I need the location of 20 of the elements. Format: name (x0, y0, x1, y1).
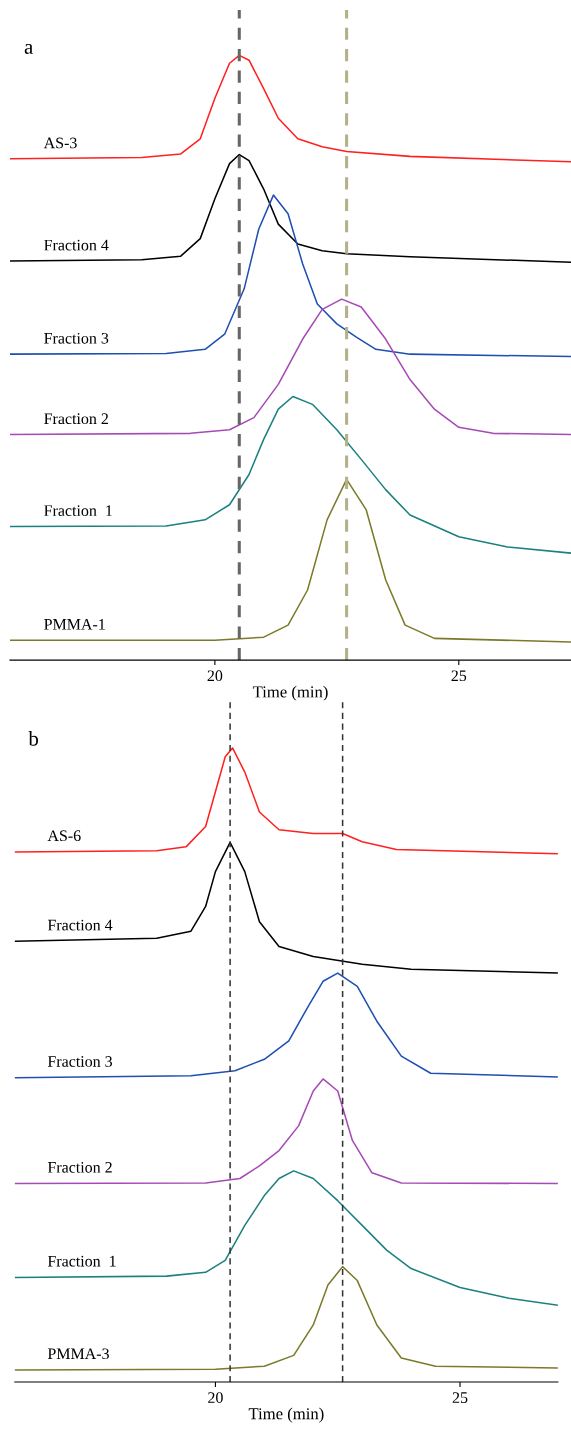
text: b (28, 731, 39, 746)
series-label: Fraction 4 (47, 919, 113, 931)
text: a (24, 43, 33, 54)
x-tick-label: 25 (451, 670, 467, 682)
series-label: Fraction 2 (47, 1161, 112, 1173)
x-tick-label: 25 (452, 1392, 468, 1403)
series-label: Fraction 1 (47, 1255, 116, 1267)
series-label: AS-6 (47, 830, 81, 842)
x-tick-label: 20 (208, 1392, 223, 1403)
series-label: Fraction 3 (44, 332, 109, 344)
series-label: AS-3 (43, 137, 77, 149)
x-tick-label: 20 (207, 670, 223, 682)
series-label: Fraction 3 (47, 1056, 113, 1067)
series-label: Fraction 4 (44, 239, 109, 251)
x-axis-title: Time (min) (252, 685, 328, 701)
series-label: PMMA-3 (47, 1348, 109, 1360)
series-label: Fraction 1 (44, 505, 112, 516)
x-axis-title: Time (min) (248, 1407, 324, 1423)
series-label: Fraction 2 (44, 413, 108, 425)
series-label: PMMA-1 (44, 618, 105, 630)
